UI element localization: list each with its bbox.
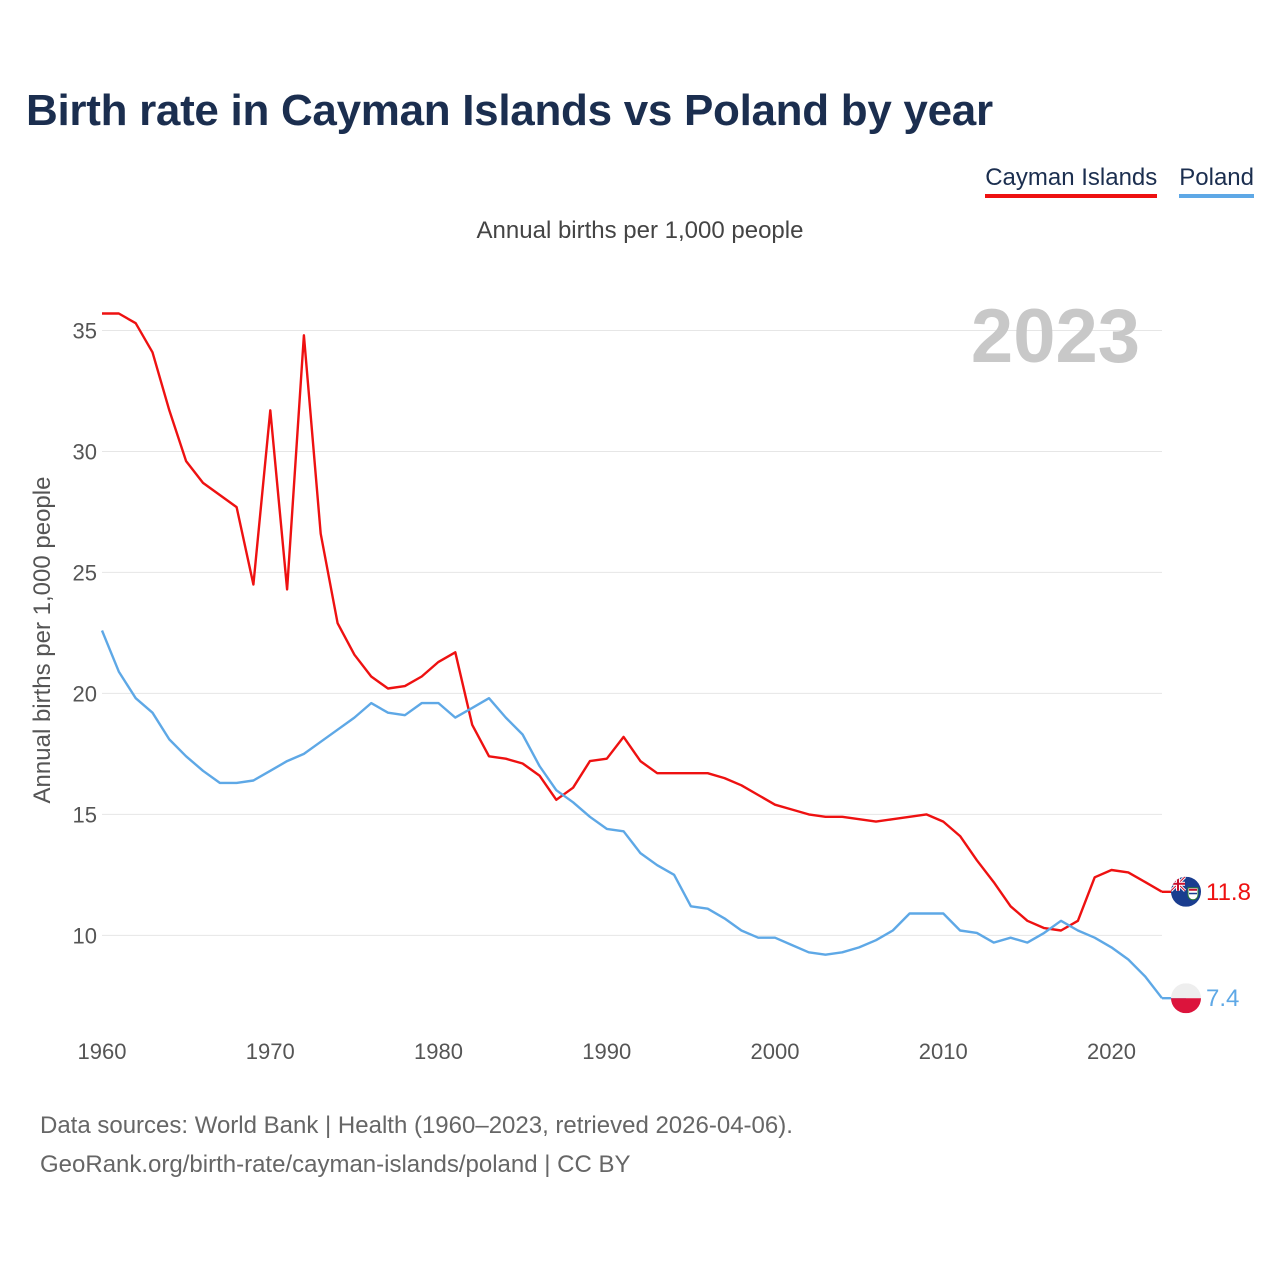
y-tick-label-25: 25 (73, 560, 97, 585)
source-line-2[interactable]: GeoRank.org/birth-rate/cayman-islands/po… (40, 1151, 631, 1178)
poland-flag-icon (1171, 983, 1201, 1014)
series-line-cayman-islands[interactable] (102, 312, 1163, 932)
x-tick-label-1990: 1990 (582, 1039, 631, 1064)
y-tick-label-10: 10 (73, 923, 97, 948)
current-year-label: 2023 (971, 294, 1140, 379)
x-tick-label-1970: 1970 (246, 1039, 295, 1064)
chart-title: Birth rate in Cayman Islands vs Poland b… (26, 86, 993, 135)
y-tick-label-35: 35 (73, 318, 97, 343)
end-value-label-cayman-islands: 11.8 (1206, 879, 1251, 906)
source-line-1: Data sources: World Bank | Health (1960–… (40, 1112, 793, 1139)
chart-subtitle: Annual births per 1,000 people (476, 217, 804, 244)
series-line-poland[interactable] (100, 630, 1163, 999)
x-tick-label-2010: 2010 (919, 1039, 968, 1064)
y-axis-label: Annual births per 1,000 people (29, 477, 56, 804)
y-tick-label-30: 30 (73, 439, 97, 464)
cayman-islands-flag-icon (1171, 876, 1201, 907)
legend-item-cayman-islands[interactable]: Cayman Islands (985, 164, 1158, 198)
y-tick-label-15: 15 (73, 802, 97, 827)
legend: Cayman Islands Poland (985, 164, 1254, 198)
x-tick-label-2000: 2000 (751, 1039, 800, 1064)
x-tick-label-2020: 2020 (1087, 1039, 1136, 1064)
legend-item-poland[interactable]: Poland (1179, 164, 1254, 198)
x-tick-label-1980: 1980 (414, 1039, 463, 1064)
x-tick-label-1960: 1960 (78, 1039, 127, 1064)
end-value-label-poland: 7.4 (1206, 985, 1239, 1012)
source-note: Data sources: World Bank | Health (1960–… (40, 1106, 793, 1184)
y-tick-label-20: 20 (73, 681, 97, 706)
